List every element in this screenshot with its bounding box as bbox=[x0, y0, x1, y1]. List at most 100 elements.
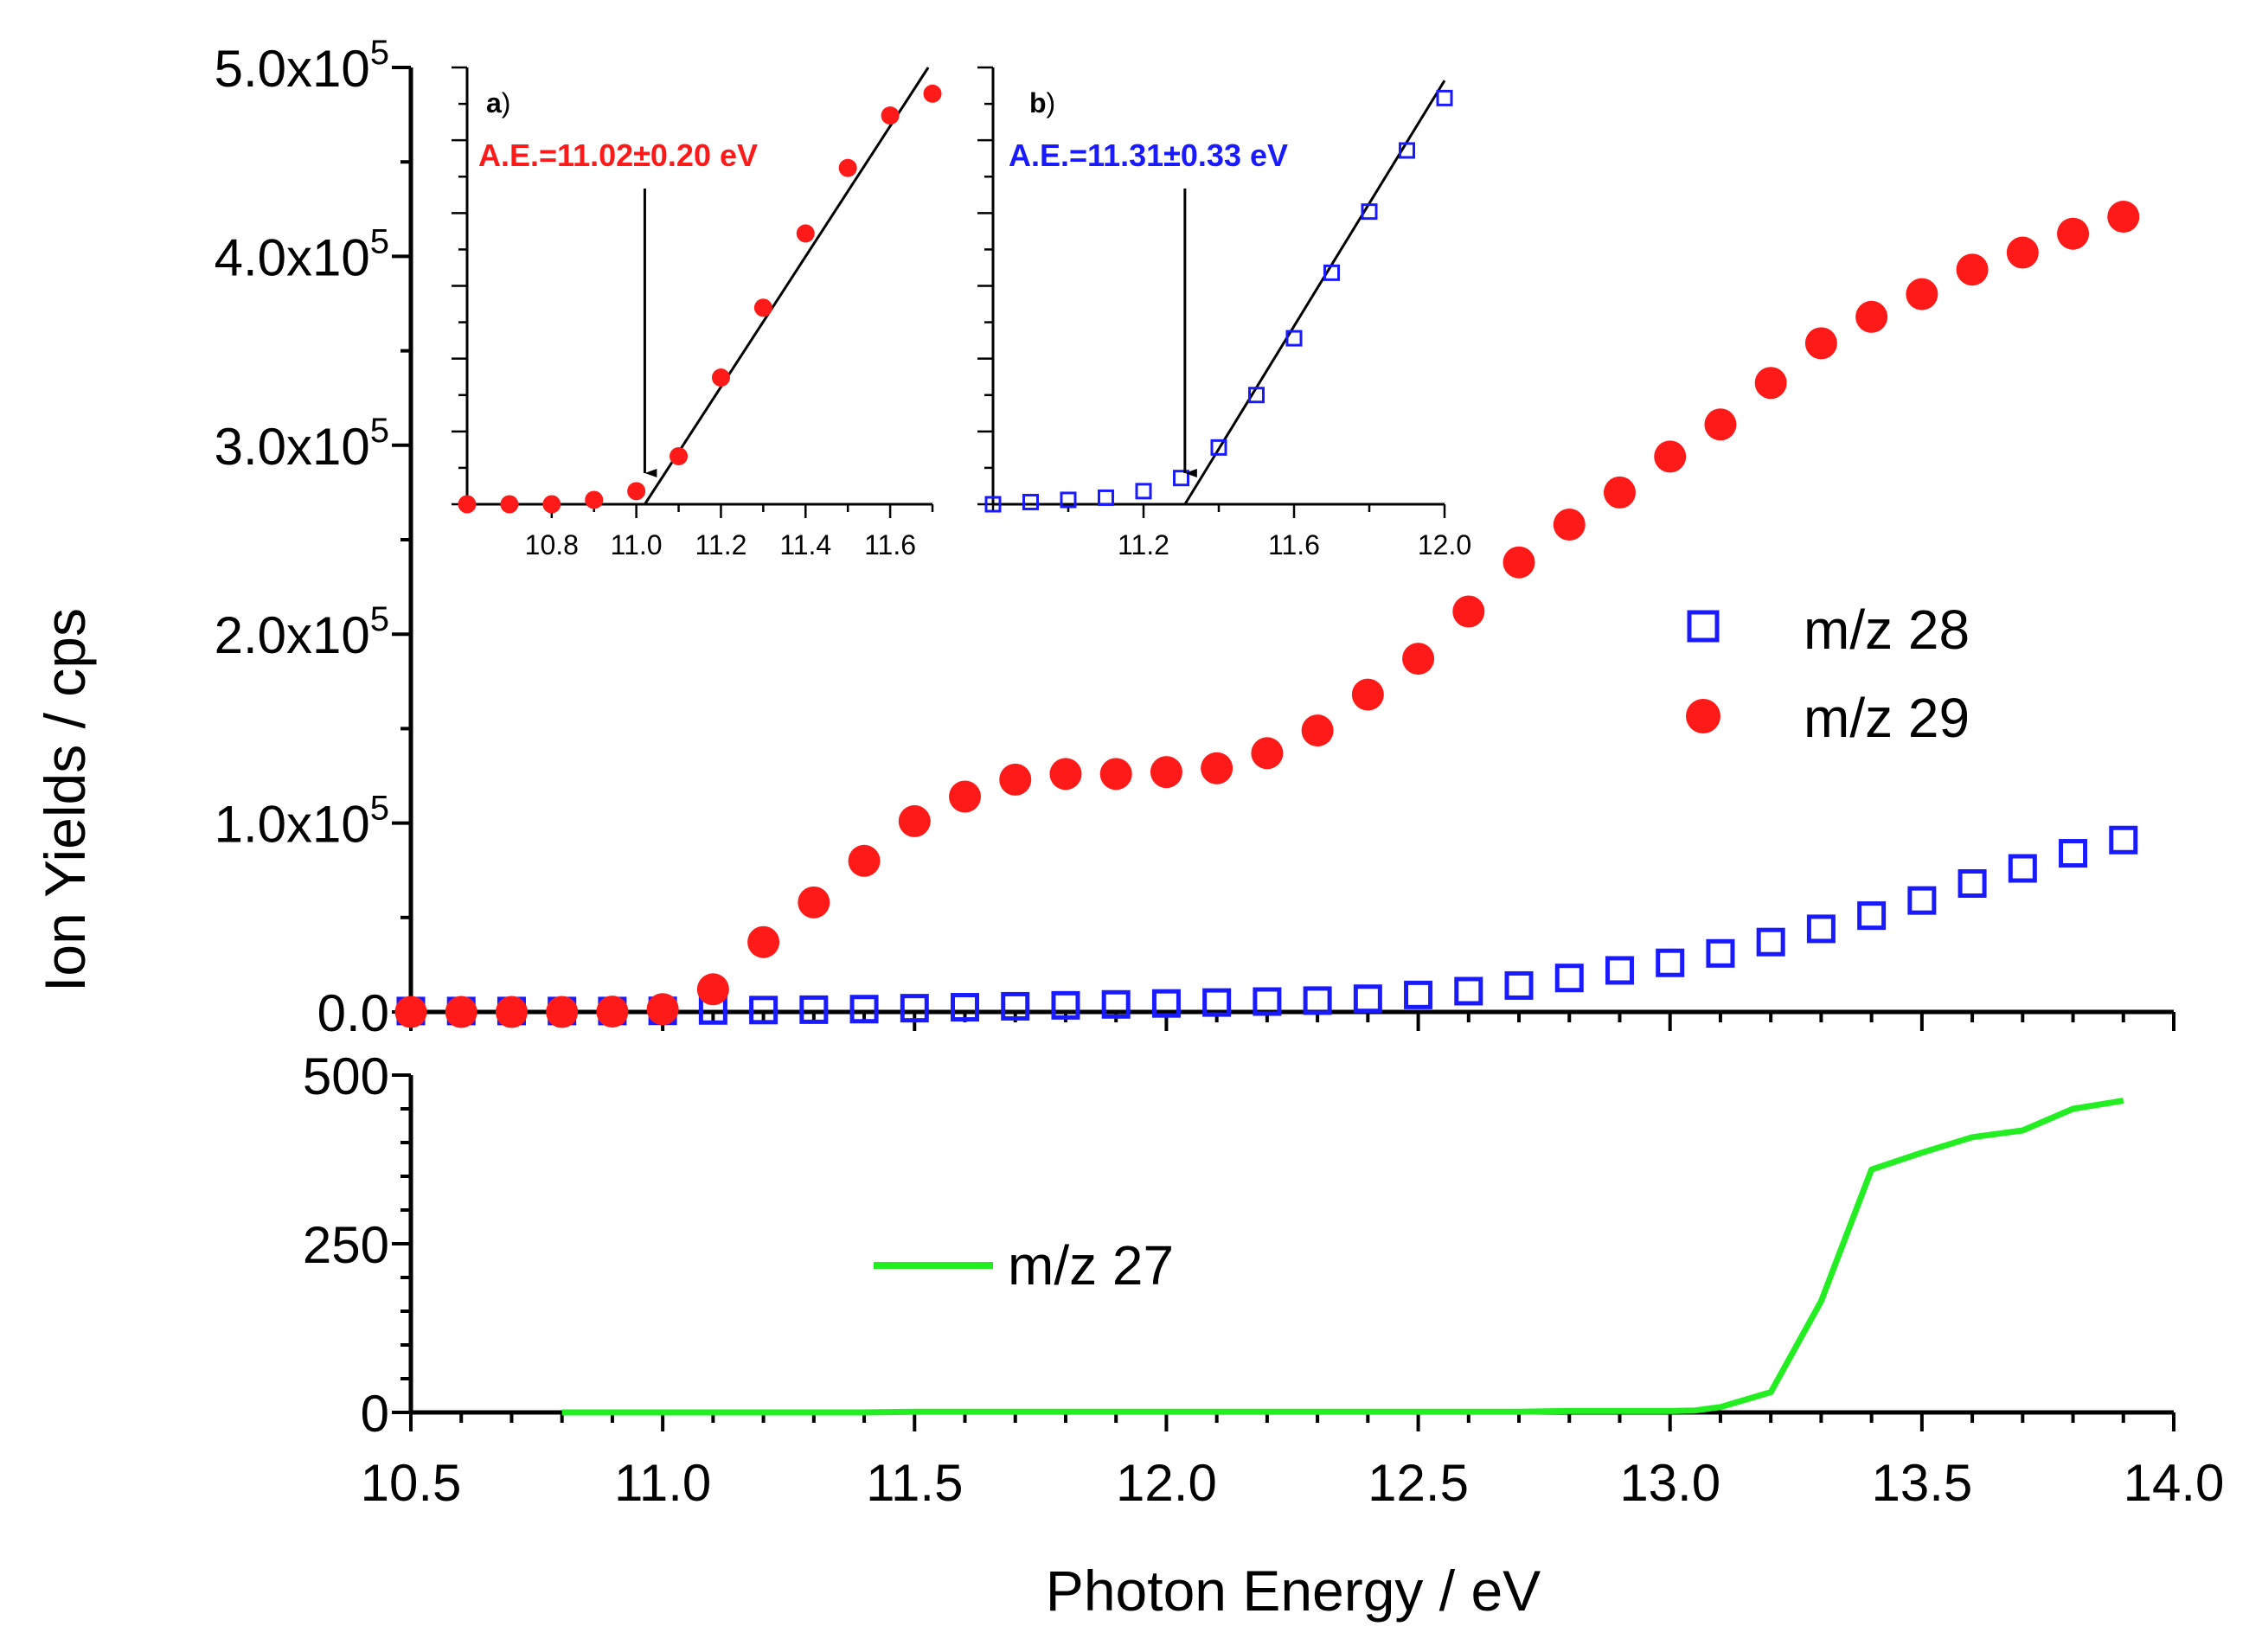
point-mz28 bbox=[1202, 988, 1232, 1017]
point-mz29 bbox=[1956, 253, 1989, 286]
inset-point-mz28 bbox=[1210, 439, 1227, 456]
point-mz28 bbox=[1706, 938, 1735, 968]
lower-y-tick-label: 500 bbox=[303, 1047, 389, 1105]
point-mz28 bbox=[1907, 886, 1937, 915]
inset-x-tick-label: 10.8 bbox=[525, 529, 579, 560]
lower-y-tick-label: 250 bbox=[303, 1216, 389, 1274]
lower-x-tick-label: 13.5 bbox=[1871, 1454, 1972, 1512]
point-mz28 bbox=[1353, 984, 1382, 1014]
point-mz28 bbox=[1756, 927, 1785, 957]
point-mz29 bbox=[1402, 643, 1435, 676]
inset-point-mz28 bbox=[1248, 387, 1265, 404]
inset-point-mz29 bbox=[627, 482, 646, 501]
point-mz29 bbox=[495, 996, 528, 1028]
point-mz29 bbox=[1301, 714, 1334, 747]
lower-x-tick-label: 13.0 bbox=[1619, 1454, 1720, 1512]
inset-point-mz28 bbox=[1436, 89, 1453, 106]
inset-b-x-ticks: 11.2 11.6 12.0 bbox=[991, 504, 1471, 560]
inset-point-mz29 bbox=[923, 84, 942, 103]
point-mz29 bbox=[2057, 217, 2090, 250]
point-mz28 bbox=[900, 994, 929, 1023]
point-mz29 bbox=[1150, 756, 1182, 789]
series-mz29 bbox=[394, 201, 2140, 1028]
point-mz28 bbox=[2109, 825, 2138, 855]
point-mz29 bbox=[1754, 367, 1787, 400]
inset-point-mz29 bbox=[458, 495, 477, 514]
lower-x-tick-label: 11.0 bbox=[614, 1454, 711, 1512]
point-mz28 bbox=[1101, 989, 1131, 1019]
point-mz29 bbox=[1855, 300, 1888, 333]
point-mz29 bbox=[394, 996, 427, 1028]
inset-point-mz29 bbox=[881, 106, 900, 125]
point-mz29 bbox=[949, 780, 982, 813]
point-mz28 bbox=[749, 996, 778, 1025]
inset-point-mz29 bbox=[753, 298, 772, 317]
inset-a: 10.8 11.0 11.2 11.4 11.6 a) A.E.=11.02±0.20 … bbox=[452, 66, 942, 560]
legend-mz27-label: m/z 27 bbox=[1008, 1234, 1174, 1297]
inset-x-tick-label: 12.0 bbox=[1418, 529, 1471, 560]
inset-x-tick-label: 11.0 bbox=[611, 529, 663, 560]
point-mz28 bbox=[799, 995, 829, 1024]
point-mz28 bbox=[1857, 901, 1887, 931]
point-mz29 bbox=[898, 804, 931, 837]
point-mz29 bbox=[1906, 278, 1938, 311]
lower-x-tick-label: 14.0 bbox=[2124, 1454, 2225, 1512]
x-axis-label: Photon Energy / eV bbox=[1046, 1559, 1541, 1623]
point-mz28 bbox=[1806, 914, 1836, 944]
lower-legend: m/z 27 bbox=[874, 1234, 1174, 1297]
point-mz29 bbox=[546, 996, 579, 1028]
inset-b-panel-label: b) bbox=[1029, 87, 1055, 118]
inset-point-mz28 bbox=[1173, 470, 1189, 487]
point-mz29 bbox=[1452, 595, 1485, 628]
point-mz28 bbox=[1253, 987, 1282, 1016]
point-mz28 bbox=[1554, 964, 1584, 993]
lower-x-ticks: 10.5 11.0 11.5 12.0 12.5 13.0 13.5 14.0 bbox=[361, 1412, 2225, 1512]
point-mz29 bbox=[445, 996, 477, 1028]
inset-b-annotation: A.E.=11.31±0.33 eV bbox=[1009, 138, 1288, 173]
legend-mz28-label: m/z 28 bbox=[1804, 599, 1970, 661]
inset-point-mz28 bbox=[1399, 142, 1415, 159]
inset-point-mz29 bbox=[542, 495, 561, 514]
point-mz29 bbox=[1654, 440, 1687, 473]
point-mz28 bbox=[2059, 839, 2088, 868]
inset-x-tick-label: 11.6 bbox=[1268, 529, 1320, 560]
inset-point-mz29 bbox=[500, 495, 519, 514]
inset-point-mz28 bbox=[1285, 330, 1303, 347]
inset-point-mz28 bbox=[1361, 203, 1378, 221]
lower-x-tick-label: 10.5 bbox=[361, 1454, 462, 1512]
point-mz29 bbox=[2107, 201, 2140, 234]
point-mz29 bbox=[1704, 408, 1737, 441]
point-mz29 bbox=[1099, 758, 1132, 791]
inset-point-mz28 bbox=[1098, 489, 1114, 506]
main-y-ticks: 0.0 1.0x105 2.0x105 3.0x105 4.0x105 5.0x105 bbox=[215, 34, 411, 1042]
inset-x-tick-label: 11.6 bbox=[864, 529, 916, 560]
inset-point-mz29 bbox=[711, 368, 730, 387]
inset-a-x-ticks: 10.8 11.0 11.2 11.4 11.6 bbox=[465, 504, 934, 560]
legend-mz29-label: m/z 29 bbox=[1804, 687, 1970, 749]
point-mz29 bbox=[1553, 509, 1586, 541]
point-mz28 bbox=[1454, 976, 1483, 1006]
point-mz28 bbox=[1404, 980, 1433, 1009]
inset-b: 11.2 11.6 12.0 b) A.E.=11.31±0.33 eV bbox=[977, 66, 1471, 560]
inset-point-mz29 bbox=[796, 224, 815, 243]
main-y-tick-label: 5.0x105 bbox=[215, 34, 389, 98]
main-y-tick-label: 3.0x105 bbox=[215, 412, 389, 476]
inset-point-mz29 bbox=[670, 446, 689, 465]
lower-chart: 0 250 500 10.5 11.0 11.5 12.0 12.5 13.0 13.5 14.0… bbox=[303, 1047, 2225, 1623]
inset-point-mz28 bbox=[1135, 483, 1152, 500]
inset-b-points bbox=[984, 89, 1453, 513]
inset-a-panel-label: a) bbox=[486, 87, 510, 118]
point-mz29 bbox=[999, 763, 1032, 796]
inset-a-points bbox=[458, 84, 942, 514]
point-mz28 bbox=[1001, 991, 1030, 1021]
point-mz29 bbox=[1804, 327, 1837, 360]
point-mz28 bbox=[2008, 854, 2037, 883]
point-mz29 bbox=[848, 844, 881, 877]
lower-x-tick-label: 12.0 bbox=[1116, 1454, 1217, 1512]
point-mz28 bbox=[951, 993, 980, 1022]
main-legend: m/z 28 m/z 29 bbox=[1686, 599, 1970, 749]
lower-y-ticks: 0 250 500 bbox=[303, 1047, 411, 1443]
point-mz28 bbox=[1504, 970, 1534, 1000]
point-mz28 bbox=[1151, 989, 1181, 1018]
